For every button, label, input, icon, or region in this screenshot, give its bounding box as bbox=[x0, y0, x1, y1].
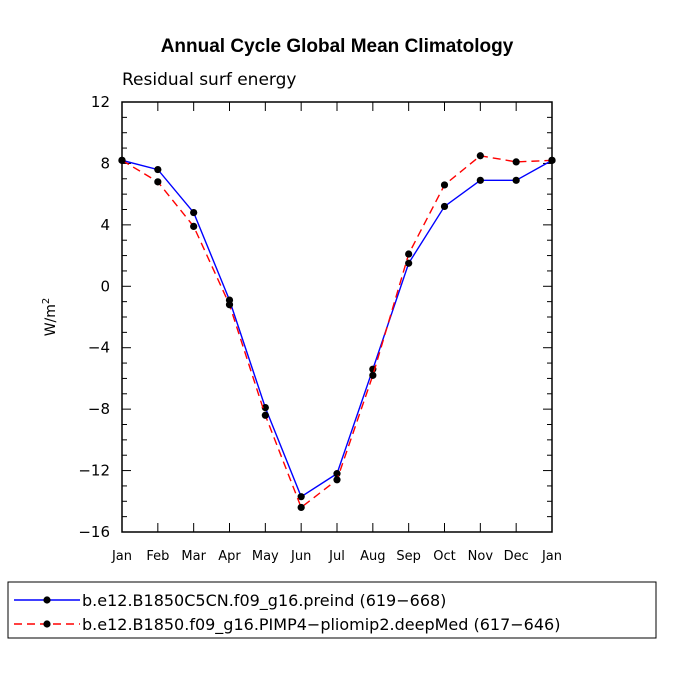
x-tick-label: Dec bbox=[504, 549, 529, 564]
chart-title: Annual Cycle Global Mean Climatology bbox=[161, 36, 514, 57]
series-point bbox=[261, 404, 269, 412]
series-point bbox=[154, 165, 162, 174]
legend-marker bbox=[43, 620, 51, 628]
series-point bbox=[333, 470, 341, 478]
x-tick-label: Feb bbox=[146, 549, 169, 564]
series-point bbox=[405, 250, 413, 258]
series-point bbox=[190, 208, 198, 217]
legend-marker bbox=[43, 596, 51, 604]
x-tick-label: Nov bbox=[468, 549, 494, 564]
series-point bbox=[261, 411, 269, 419]
x-tick-label: Jul bbox=[328, 549, 345, 564]
series-point bbox=[297, 503, 305, 512]
series-point bbox=[476, 176, 484, 184]
legend: b.e12.B1850C5CN.f09_g16.preind (619−668)… bbox=[14, 591, 560, 635]
x-tick-label: Aug bbox=[360, 549, 385, 564]
y-tick-label: −12 bbox=[78, 462, 110, 480]
series-point bbox=[225, 301, 234, 309]
series-point bbox=[476, 152, 484, 160]
series-point bbox=[405, 259, 413, 267]
y-tick-label: 0 bbox=[100, 277, 110, 295]
series-point bbox=[154, 178, 162, 186]
series-line bbox=[121, 159, 553, 498]
series-point bbox=[512, 158, 520, 166]
y-axis-label: W/m2 bbox=[41, 298, 59, 337]
x-tick-label: May bbox=[252, 549, 279, 564]
chart-subtitle: Residual surf energy bbox=[122, 70, 296, 90]
x-tick-label: Jan bbox=[111, 549, 132, 564]
legend-box bbox=[7, 581, 657, 639]
y-tick-label: 12 bbox=[91, 93, 110, 111]
series-line bbox=[121, 155, 553, 509]
y-tick-label: −4 bbox=[88, 339, 110, 357]
series-point bbox=[440, 181, 449, 189]
y-axis-label-unit: W/m bbox=[43, 304, 59, 336]
x-tick-label: Jan bbox=[541, 549, 562, 564]
legend-label: b.e12.B1850.f09_g16.PIMP4−pliomip2.deepM… bbox=[82, 615, 560, 635]
x-tick-label: Jun bbox=[290, 549, 311, 564]
y-tick-label: 4 bbox=[100, 216, 110, 234]
plot-frame bbox=[121, 101, 553, 533]
legend-label: b.e12.B1850C5CN.f09_g16.preind (619−668) bbox=[82, 591, 446, 611]
x-tick-label: Sep bbox=[396, 549, 421, 564]
series-point bbox=[297, 493, 305, 501]
x-tick-label: Apr bbox=[218, 549, 241, 564]
series-layer bbox=[118, 152, 556, 512]
y-tick-label: −8 bbox=[88, 400, 110, 418]
x-tick-label: Mar bbox=[181, 549, 206, 564]
y-axis-label-exponent: 2 bbox=[41, 298, 52, 304]
series-point bbox=[512, 176, 520, 184]
x-tick-label: Oct bbox=[433, 549, 455, 564]
series-point bbox=[333, 476, 341, 484]
y-tick-label: 8 bbox=[100, 154, 110, 172]
series-point bbox=[190, 222, 198, 230]
y-tick-label: −16 bbox=[78, 523, 110, 541]
series-point bbox=[369, 371, 377, 379]
series-point bbox=[440, 202, 449, 211]
